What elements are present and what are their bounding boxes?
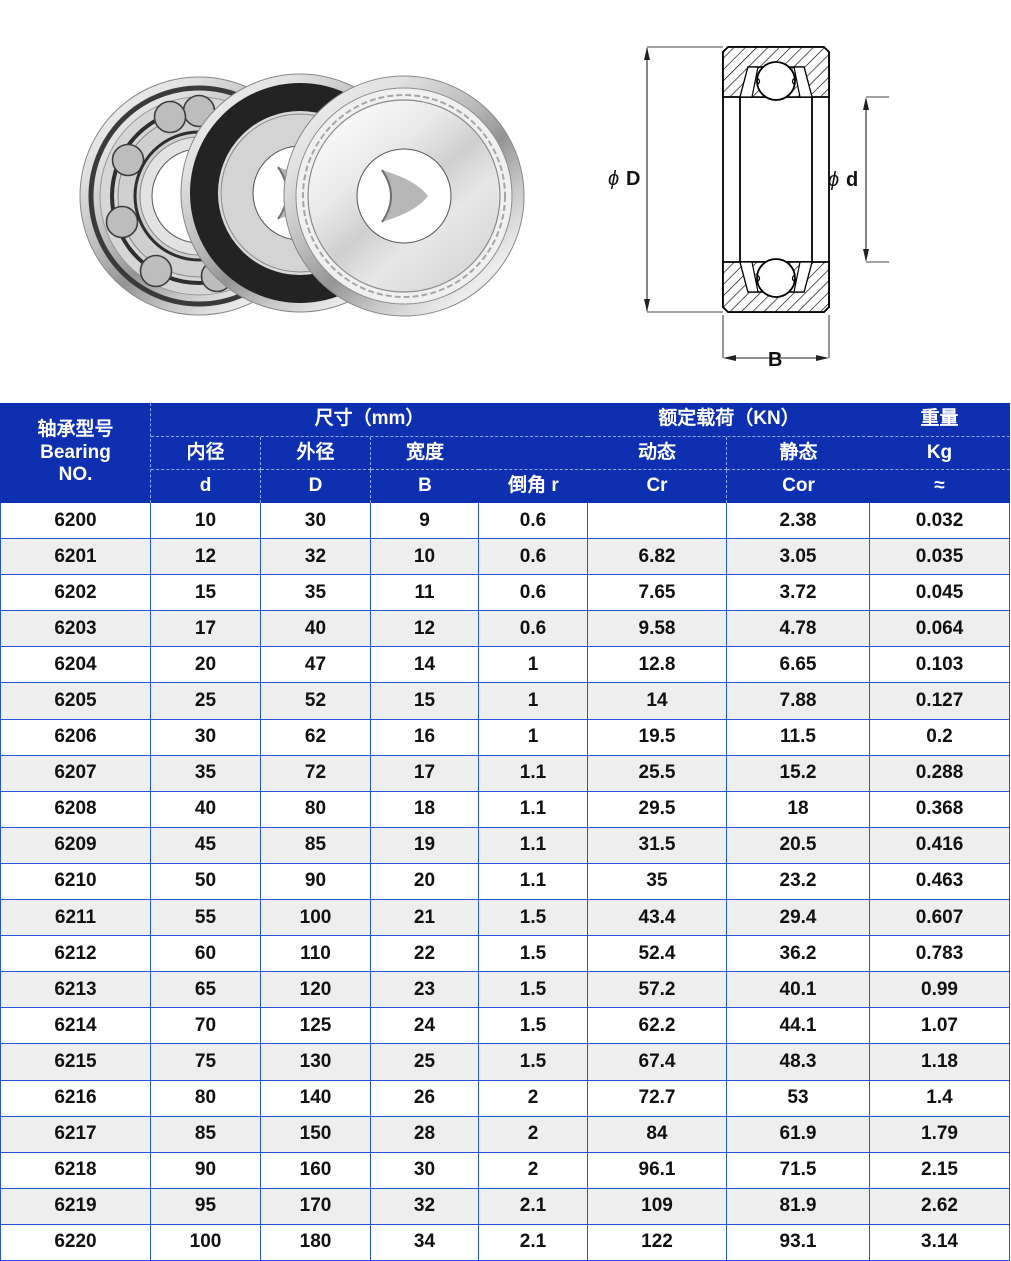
svg-text:B: B xyxy=(768,349,782,371)
svg-text:ϕ: ϕ xyxy=(828,169,839,191)
svg-text:d: d xyxy=(846,169,858,191)
svg-text:D: D xyxy=(626,168,640,190)
svg-text:ϕ: ϕ xyxy=(608,168,619,190)
